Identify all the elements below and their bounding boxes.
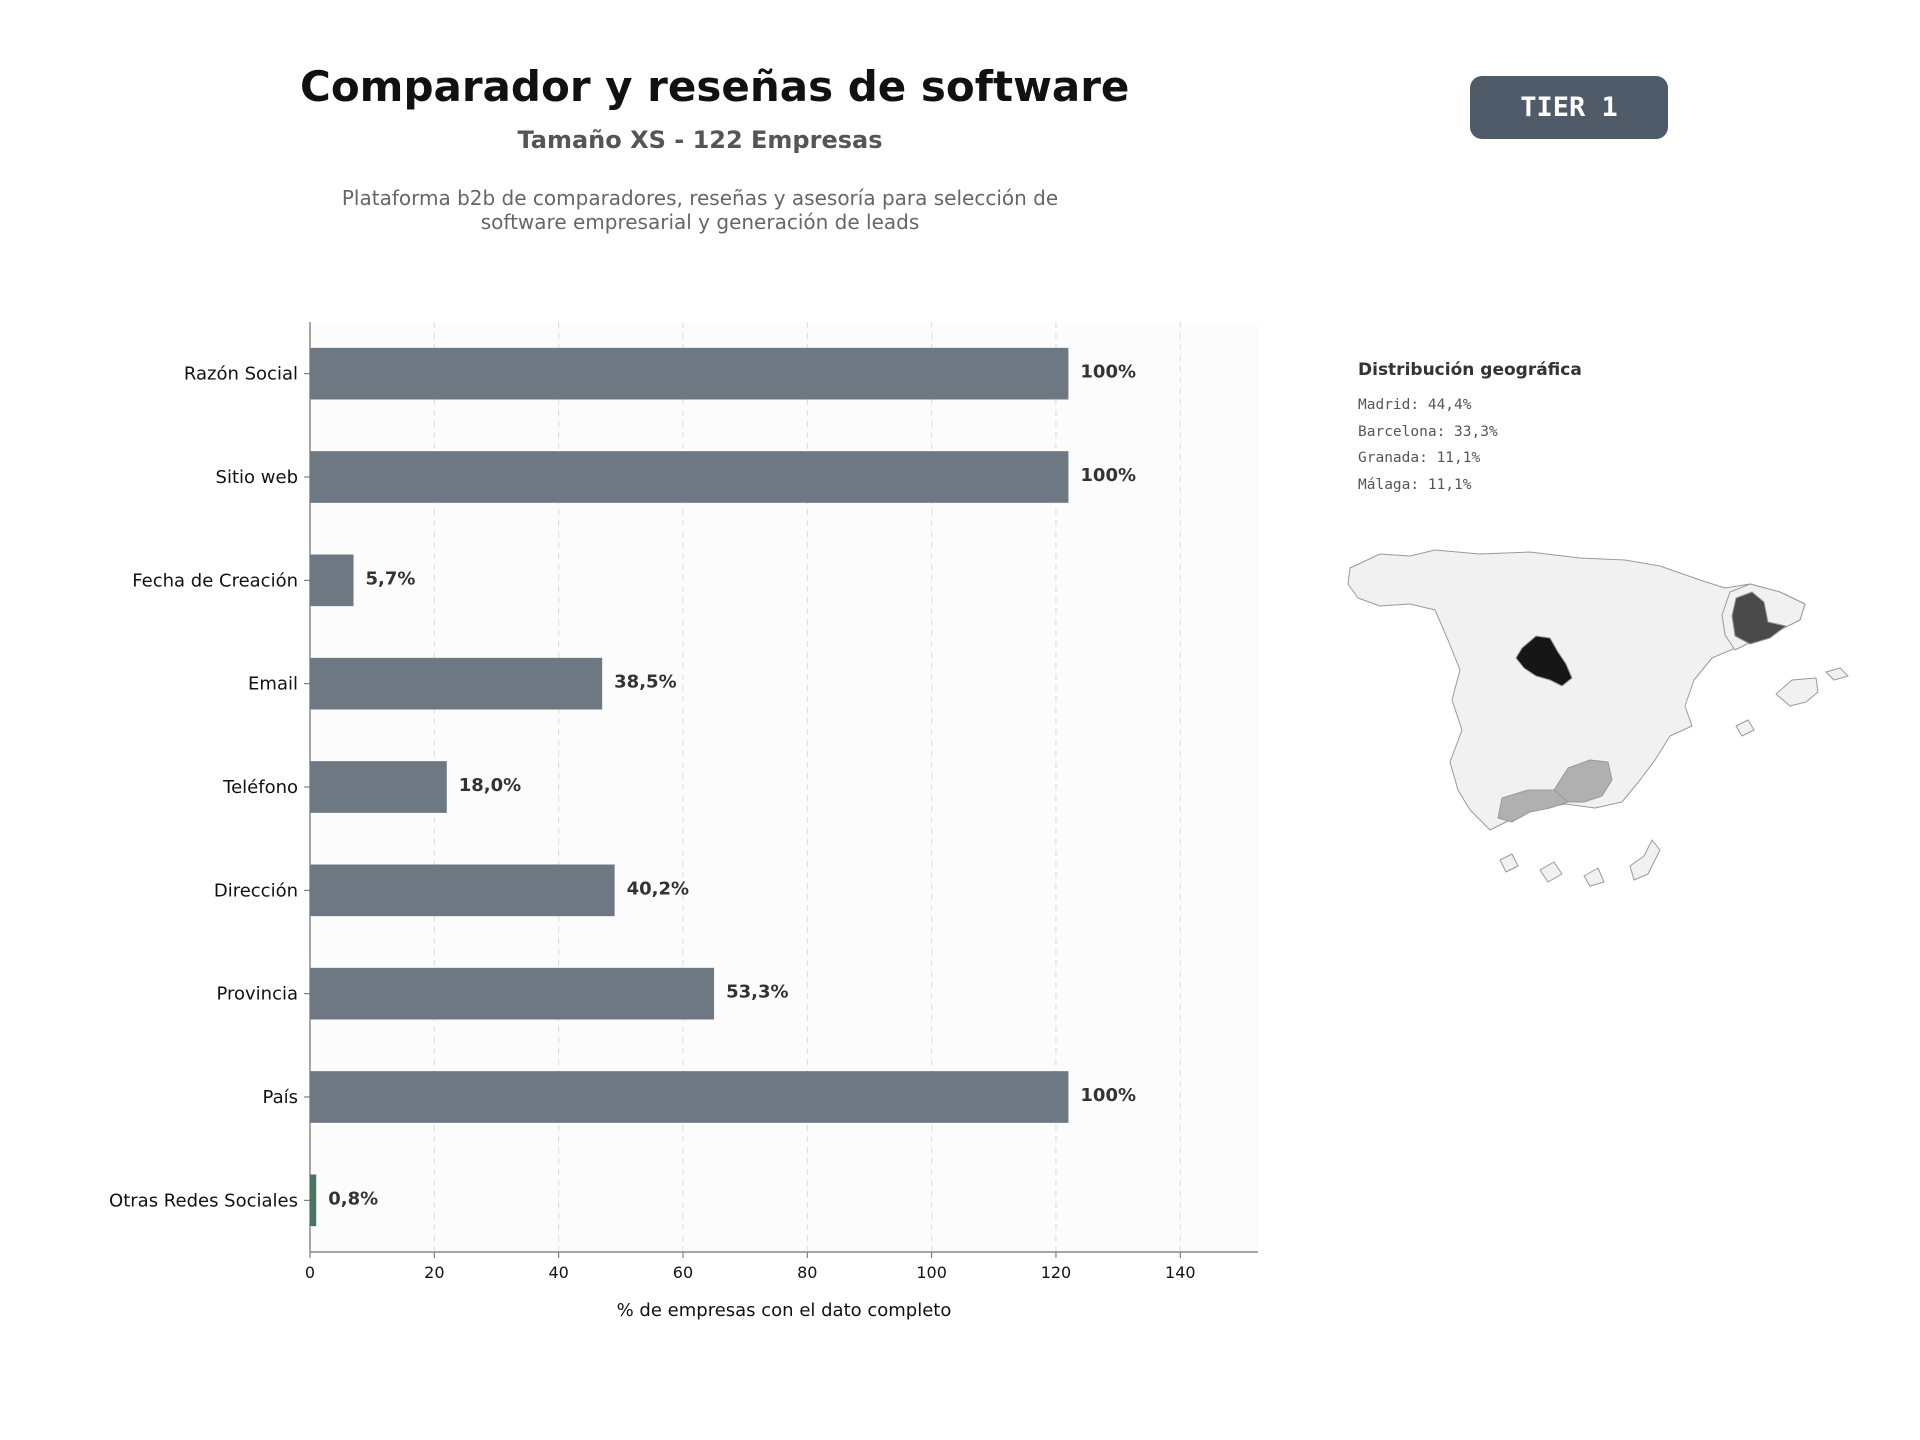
bar: [310, 554, 354, 607]
geo-item: Barcelona: 33,3%: [1358, 423, 1498, 440]
description-line-1: Plataforma b2b de comparadores, reseñas …: [341, 186, 1059, 210]
geo-distribution-panel: Distribución geográfica Madrid: 44,4% Bar…: [1358, 360, 1582, 498]
ibiza-region: [1735, 719, 1755, 737]
spain-map: [1347, 549, 1849, 887]
page-title: Comparador y reseñas de software: [300, 62, 1130, 111]
baleares-region: [1775, 677, 1819, 707]
x-tick-label: 0: [305, 1263, 315, 1282]
category-label: Provincia: [216, 984, 298, 1005]
bar: [310, 761, 447, 813]
x-axis-label: % de empresas con el dato completo: [617, 1300, 952, 1321]
geo-list: Madrid: 44,4% Barcelona: 33,3% Granada: 11…: [1358, 392, 1582, 498]
peninsula-region: [1347, 549, 1806, 831]
category-label: Razón Social: [184, 364, 298, 385]
tier-badge: TIER 1: [1470, 76, 1668, 139]
bar: [310, 967, 715, 1020]
malaga-province: [1497, 789, 1569, 823]
category-label: Dirección: [214, 880, 298, 901]
barcelona-province: [1731, 591, 1787, 645]
page-description: Plataforma b2b de comparadores, reseñas …: [300, 186, 1100, 234]
value-label: 100%: [1080, 465, 1136, 486]
category-label: Fecha de Creación: [132, 570, 298, 591]
x-tick-label: 40: [548, 1263, 568, 1282]
geo-item: Málaga: 11,1%: [1358, 476, 1472, 493]
madrid-province: [1515, 635, 1573, 687]
value-label: 100%: [1080, 362, 1136, 383]
value-label: 100%: [1080, 1085, 1136, 1106]
category-label: País: [263, 1087, 298, 1108]
x-tick-label: 140: [1165, 1263, 1196, 1282]
completeness-bar-chart: 0 20 40 60 80 100 120 140 Razón Social 100% Sitio …: [109, 322, 1258, 1321]
value-label: 5,7%: [366, 568, 416, 589]
value-label: 18,0%: [459, 775, 521, 796]
canarias-region: [1499, 839, 1661, 887]
geo-item: Madrid: 44,4%: [1358, 397, 1472, 413]
value-label: 53,3%: [726, 982, 788, 1003]
bar: [310, 864, 615, 917]
value-label: 40,2%: [627, 878, 689, 899]
value-label: 38,5%: [614, 672, 676, 693]
bar: [310, 347, 1069, 400]
x-tick-label: 60: [673, 1263, 693, 1282]
page-subtitle: Tamaño XS - 122 Empresas: [517, 126, 883, 154]
value-label: 0,8%: [328, 1188, 378, 1209]
bar: [310, 1174, 317, 1227]
x-tick-label: 120: [1041, 1263, 1072, 1282]
category-label: Otras Redes Sociales: [109, 1190, 298, 1211]
geo-title: Distribución geográfica: [1358, 360, 1582, 380]
description-line-2: software empresarial y generación de lea…: [480, 210, 920, 234]
geo-item: Granada: 11,1%: [1358, 450, 1481, 466]
category-label: Teléfono: [222, 777, 298, 798]
bar: [310, 657, 603, 710]
x-tick-label: 20: [424, 1263, 444, 1282]
x-tick-label: 80: [797, 1263, 817, 1282]
x-tick-label: 100: [916, 1263, 947, 1282]
bar: [310, 451, 1069, 503]
menorca-region: [1825, 667, 1849, 681]
category-label: Email: [248, 674, 298, 695]
category-label: Sitio web: [216, 467, 298, 488]
bar: [310, 1071, 1069, 1123]
